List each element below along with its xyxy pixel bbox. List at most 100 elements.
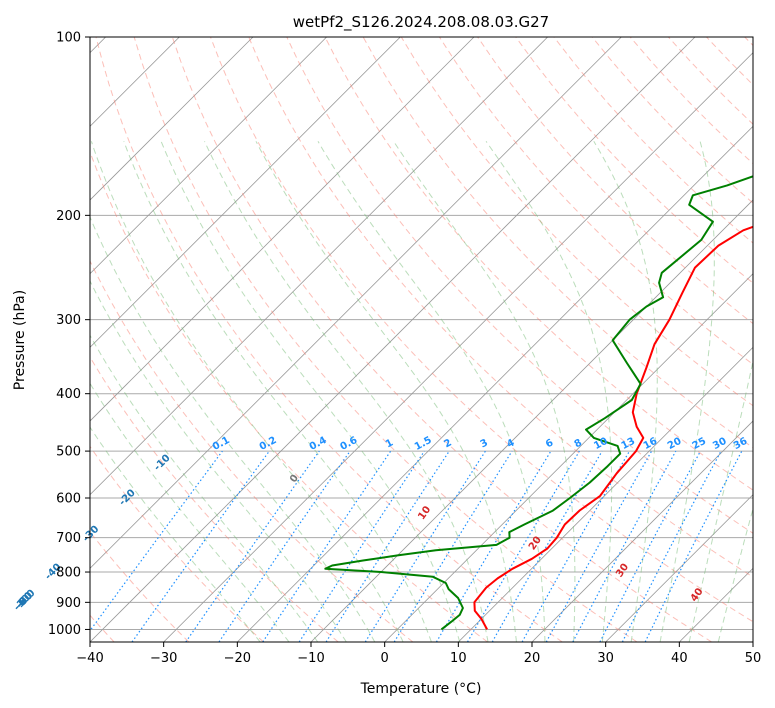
y-axis-label: Pressure (hPa) — [12, 290, 28, 390]
isotherm--60 — [90, 37, 548, 496]
isotherm--80 — [90, 37, 401, 348]
dry-adiabat — [210, 37, 753, 623]
mixing-ratio-line — [262, 450, 392, 642]
dry-adiabat — [90, 259, 414, 642]
dry-adiabat — [286, 37, 753, 534]
x-tick-label: 0 — [381, 651, 389, 666]
isotherm-50 — [752, 641, 753, 642]
mixing-ratio-label: 0.1 — [211, 435, 232, 453]
y-tick-label: 400 — [56, 387, 81, 402]
dry-adiabat — [477, 37, 753, 325]
moist-adiabat — [717, 506, 753, 642]
moist-adiabat — [593, 141, 658, 642]
moist-adiabat — [393, 141, 576, 642]
dry-adiabat — [744, 37, 753, 47]
chart-title: wetPf2_S126.2024.208.08.03.G27 — [293, 13, 549, 32]
moist-adiabat — [255, 141, 517, 642]
isotherm-10 — [458, 346, 753, 642]
isotherm--100 — [90, 37, 254, 201]
moist-adiabat — [90, 141, 404, 642]
dry-adiabat — [133, 37, 638, 642]
mixing-ratio-label: 16 — [642, 436, 659, 452]
dry-adiabat — [324, 37, 753, 491]
dry-adiabat — [90, 531, 190, 642]
mixing-ratio-label: 1.5 — [413, 435, 434, 453]
plot-frame — [89, 36, 754, 643]
moist-adiabat — [485, 141, 613, 642]
mixing-ratio-label: 30 — [711, 436, 728, 452]
y-tick-label: 600 — [56, 492, 81, 507]
dry-adiabat — [90, 356, 339, 642]
isotherm--50 — [90, 37, 622, 569]
dewpoint-line — [324, 175, 753, 631]
isotherm--90 — [90, 37, 327, 275]
y-tick-label: 1000 — [48, 623, 81, 638]
mixing-ratio-line — [218, 450, 351, 642]
moist-adiabat — [688, 358, 753, 642]
dry-adiabat — [90, 445, 264, 642]
x-tick-label: 50 — [745, 651, 762, 666]
x-tick-label: 30 — [597, 651, 614, 666]
mixing-ratio-label: 8 — [573, 437, 584, 450]
mixing-ratio-label: 0.6 — [339, 435, 360, 453]
dry-adiabat-label: -10 — [152, 453, 173, 474]
y-tick-label: 500 — [56, 445, 81, 460]
x-tick-label: −10 — [297, 651, 324, 666]
dry-adiabat — [171, 37, 712, 642]
y-tick-label: 800 — [56, 566, 81, 581]
x-tick-label: −40 — [76, 651, 103, 666]
mixing-ratio-line — [572, 450, 677, 642]
moist-adiabat — [90, 382, 290, 642]
mixing-ratio-label: 4 — [505, 437, 516, 450]
mixing-ratio-label: 3 — [479, 437, 490, 450]
isotherm-0 — [384, 273, 753, 642]
y-axis: 100 200 300 400 500 600 700 800 900 1000 — [48, 31, 90, 638]
y-tick-label: 300 — [56, 313, 81, 328]
dry-adiabat — [515, 37, 753, 284]
mixing-ratio-label: 1 — [384, 437, 395, 450]
mixing-ratio-line — [521, 450, 631, 642]
moist-adiabat-label: 10 — [416, 504, 433, 522]
mixing-ratio-label: 36 — [732, 436, 749, 452]
dry-adiabat — [248, 37, 753, 578]
x-axis-label: Temperature (°C) — [360, 681, 482, 697]
moist-adiabat — [317, 141, 546, 642]
mixing-ratio-label: 2 — [442, 437, 453, 450]
mixing-ratio-line — [325, 450, 450, 642]
mixing-ratio-label: 0.2 — [258, 435, 279, 453]
moist-adiabat — [90, 334, 319, 642]
moist-adiabat — [204, 141, 489, 642]
moist-adiabat-label: 40 — [689, 586, 706, 604]
mixing-ratio-line — [393, 450, 513, 642]
dry-adiabat — [591, 37, 753, 204]
x-tick-label: 10 — [450, 651, 467, 666]
y-tick-label: 700 — [56, 531, 81, 546]
y-tick-label: 100 — [56, 31, 81, 46]
mixing-ratio-label: 25 — [691, 436, 708, 452]
dry-adiabat — [668, 37, 753, 125]
mixing-ratio-line — [131, 450, 270, 642]
temperature-line — [473, 225, 753, 630]
isotherm--40 — [90, 37, 696, 642]
isotherm--70 — [90, 37, 475, 422]
mixing-ratio-label: 6 — [544, 437, 555, 450]
moist-adiabat — [90, 426, 261, 642]
x-tick-label: −20 — [224, 651, 251, 666]
mixing-ratio-line — [90, 450, 223, 632]
mixing-ratio-line — [644, 450, 743, 642]
isotherm-30 — [605, 494, 753, 642]
isotherm-20 — [531, 420, 753, 642]
isotherm-40 — [679, 567, 753, 642]
mixing-ratio-label: 13 — [620, 436, 637, 452]
x-axis: −40 −30 −20 −10 0 10 20 30 40 50 — [76, 642, 761, 666]
dry-adiabat-label: -20 — [117, 487, 138, 508]
mixing-ratio-label: 20 — [666, 436, 683, 452]
moist-adiabat — [160, 141, 461, 642]
x-tick-label: 40 — [671, 651, 688, 666]
y-tick-label: 900 — [56, 596, 81, 611]
isotherm--20 — [237, 125, 753, 642]
mixing-ratio-line — [545, 450, 653, 642]
mixing-ratio-line — [599, 450, 702, 642]
moist-adiabat — [90, 279, 347, 642]
